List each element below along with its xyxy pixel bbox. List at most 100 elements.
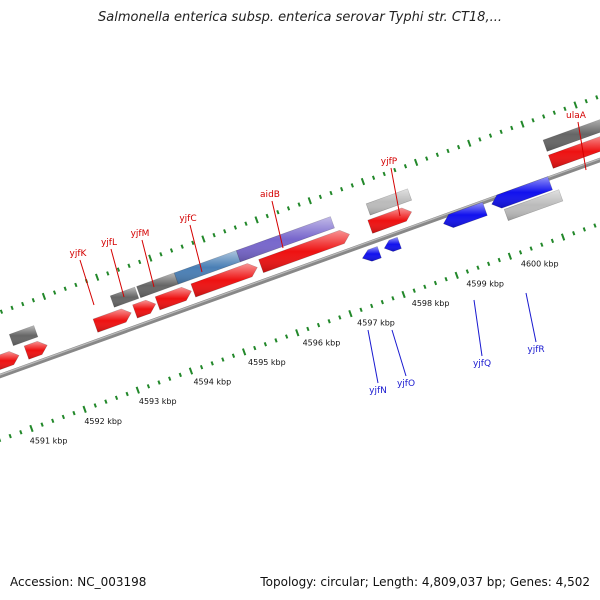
- outer-tick: [488, 133, 493, 138]
- forward-cds-arrow-shade: [0, 351, 19, 370]
- outer-tick: [457, 144, 461, 150]
- backbone-group: [0, 157, 600, 379]
- steelblue-feature-shade: [174, 250, 241, 285]
- inner-tick: [210, 361, 214, 366]
- summary-text: Topology: circular; Length: 4,809,037 bp…: [260, 575, 590, 589]
- inner-tick: [593, 223, 597, 228]
- inner-tick: [263, 342, 267, 347]
- inner-tick: [380, 299, 384, 305]
- outer-tick: [340, 187, 344, 192]
- gray-feature-shade: [136, 272, 179, 298]
- kbp-tick-label: 4592 kbp: [84, 417, 122, 426]
- gene-label-yjfC: yjfC: [179, 214, 196, 224]
- outer-tick: [403, 164, 408, 169]
- inner-tick: [82, 405, 87, 413]
- outer-tick: [169, 248, 174, 253]
- outer-tick: [41, 292, 47, 301]
- inner-tick: [61, 414, 65, 420]
- inner-tick: [157, 380, 161, 385]
- inner-tick: [295, 329, 300, 337]
- inner-tick: [476, 265, 480, 270]
- backbone-line: [0, 157, 600, 379]
- inner-tick: [231, 353, 236, 358]
- outer-tick: [531, 118, 535, 123]
- inner-tick: [348, 309, 353, 318]
- inner-tick: [391, 296, 395, 301]
- inner-tick: [188, 367, 194, 375]
- inner-tick: [221, 357, 225, 362]
- inner-tick: [582, 227, 586, 232]
- purple-feature-shade: [236, 216, 335, 262]
- inner-tick: [359, 307, 363, 313]
- outer-tick: [371, 175, 376, 180]
- outer-tick: [329, 190, 333, 196]
- inner-tick: [560, 233, 566, 241]
- kbp-tick-label: 4591 kbp: [30, 437, 68, 446]
- outer-tick: [510, 125, 514, 131]
- reverse-cds-arrow-shade: [443, 202, 488, 228]
- forward-cds-arrow-shade: [190, 263, 258, 298]
- outer-tick: [435, 152, 439, 157]
- outer-tick: [10, 305, 14, 311]
- outer-tick: [74, 282, 78, 288]
- inner-tick: [51, 418, 55, 424]
- gene-label-yjfN: yjfN: [369, 386, 387, 396]
- kbp-tick-label: 4596 kbp: [303, 338, 341, 347]
- gene-label-yjfQ: yjfQ: [473, 359, 491, 369]
- gene-label-yjfR: yjfR: [527, 345, 544, 355]
- inner-tick: [518, 250, 523, 255]
- outer-tick: [244, 221, 248, 226]
- inner-tick: [316, 322, 321, 328]
- outer-tick: [63, 286, 67, 291]
- reverse-cds-arrow-shade: [491, 176, 553, 209]
- outer-tick: [31, 298, 35, 303]
- inner-tick: [327, 319, 331, 324]
- outer-tick: [0, 309, 4, 314]
- kbp-tick-label: 4598 kbp: [412, 299, 450, 308]
- outer-tick: [127, 263, 131, 268]
- light-feature-shade: [366, 188, 412, 216]
- inner-tick: [8, 433, 12, 439]
- gray-feature-shade: [110, 287, 139, 308]
- accession-text: Accession: NC_003198: [10, 575, 147, 589]
- outer-tick: [52, 290, 57, 295]
- gene-leader-line: [367, 329, 379, 384]
- gene-leader-line: [141, 239, 155, 288]
- outer-tick: [116, 267, 121, 272]
- outer-tick: [297, 202, 301, 207]
- outer-tick: [148, 254, 153, 262]
- gene-leader-line: [391, 329, 407, 377]
- kbp-tick-label: 4597 kbp: [357, 319, 395, 328]
- inner-tick: [444, 276, 448, 282]
- outer-tick: [542, 114, 546, 119]
- inner-tick: [454, 271, 459, 279]
- inner-tick: [306, 326, 310, 332]
- inner-tick: [72, 410, 76, 416]
- kbp-tick-label: 4593 kbp: [139, 397, 177, 406]
- outer-tick: [573, 101, 578, 109]
- inner-tick: [135, 386, 140, 394]
- outer-tick: [382, 171, 386, 177]
- gene-label-yjfK: yjfK: [70, 249, 88, 259]
- gene-label-yjfO: yjfO: [397, 379, 415, 389]
- inner-tick: [433, 280, 438, 286]
- outer-tick: [393, 167, 397, 173]
- inner-tick: [29, 424, 34, 433]
- inner-tick: [529, 246, 533, 251]
- gene-leader-line: [577, 121, 587, 171]
- outer-tick: [201, 235, 206, 243]
- gene-leader-line: [525, 292, 537, 343]
- gene-leader-line: [79, 259, 95, 306]
- inner-tick: [19, 430, 23, 435]
- outer-tick: [520, 120, 525, 128]
- inner-tick: [412, 288, 416, 293]
- outer-tick: [180, 244, 184, 249]
- kbp-tick-label: 4595 kbp: [248, 358, 286, 367]
- outer-tick: [254, 216, 259, 224]
- outer-tick: [276, 209, 280, 215]
- tick-ring-group: [0, 95, 599, 442]
- outer-tick: [106, 271, 110, 276]
- outer-tick: [138, 259, 142, 265]
- outer-tick: [478, 137, 482, 142]
